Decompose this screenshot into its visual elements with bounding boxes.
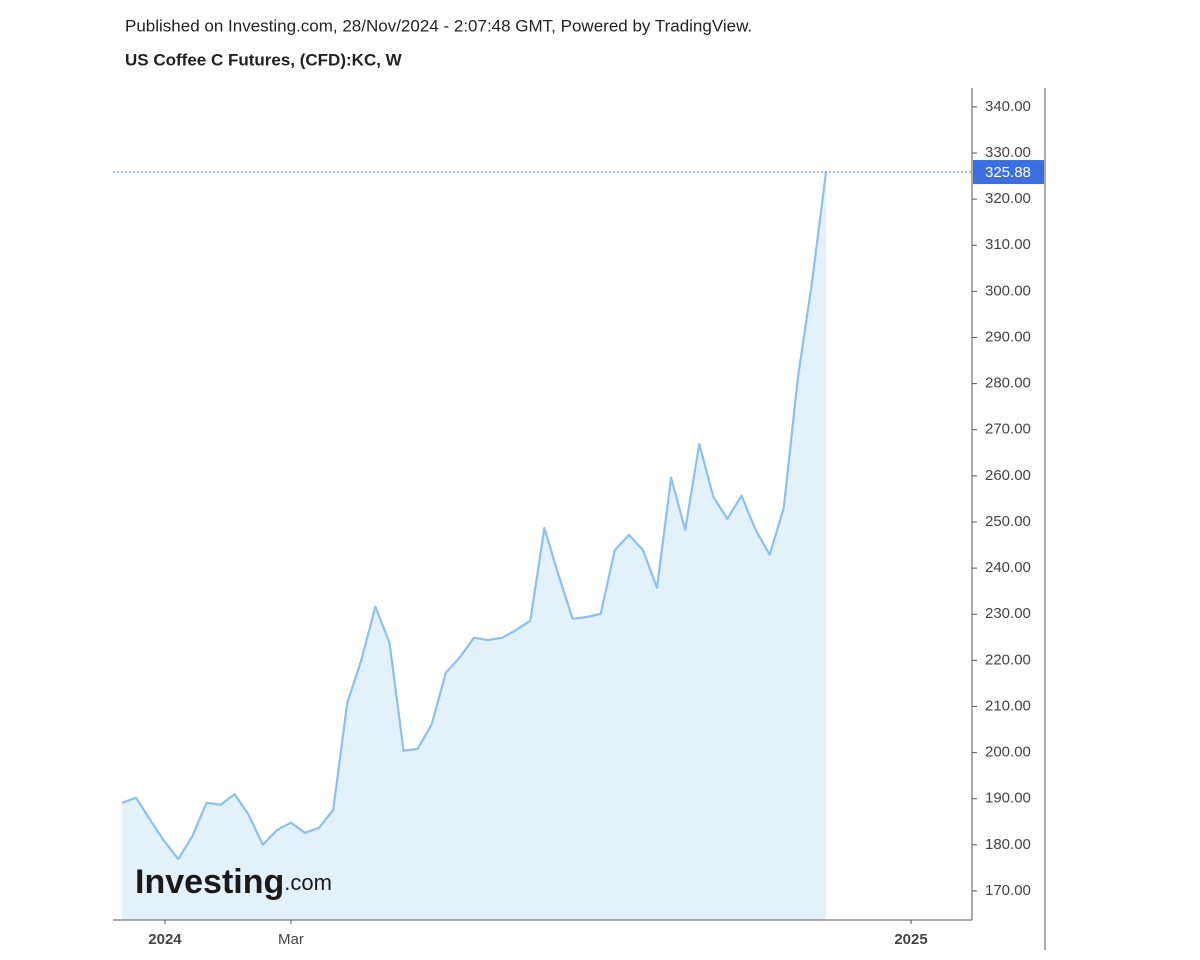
x-tick-label: 2024: [148, 931, 182, 948]
y-tick-label: 310.00: [985, 236, 1031, 253]
y-tick-label: 260.00: [985, 467, 1031, 484]
y-tick-label: 190.00: [985, 790, 1031, 807]
watermark-brand: Investing: [135, 863, 284, 901]
y-tick-label: 290.00: [985, 328, 1031, 345]
y-tick-label: 220.00: [985, 651, 1031, 668]
price-label-box: [973, 160, 1044, 185]
y-tick-label: 300.00: [985, 282, 1031, 299]
y-tick-label: 270.00: [985, 421, 1031, 438]
x-tick-label: 2025: [894, 931, 927, 948]
y-tick-label: 320.00: [985, 190, 1031, 207]
y-tick-label: 340.00: [985, 98, 1031, 115]
y-tick-label: 210.00: [985, 697, 1031, 714]
y-tick-label: 330.00: [985, 144, 1031, 161]
y-tick-label: 230.00: [985, 605, 1031, 622]
price-label: 325.88: [985, 164, 1031, 181]
x-tick-label: Mar: [278, 931, 304, 948]
area: [122, 172, 826, 920]
watermark: Investing.com: [135, 863, 332, 901]
chart-title: US Coffee C Futures, (CFD):KC, W: [125, 50, 403, 69]
y-tick-label: 200.00: [985, 744, 1031, 761]
line: [121, 171, 828, 861]
header: Published on Investing.com, 28/Nov/2024 …: [125, 16, 752, 35]
y-tick-label: 280.00: [985, 375, 1031, 392]
y-tick-label: 250.00: [985, 513, 1031, 530]
y-tick-label: 170.00: [985, 882, 1031, 899]
watermark-suffix: .com: [284, 870, 332, 895]
y-tick-label: 240.00: [985, 559, 1031, 576]
y-tick-label: 180.00: [985, 836, 1031, 853]
